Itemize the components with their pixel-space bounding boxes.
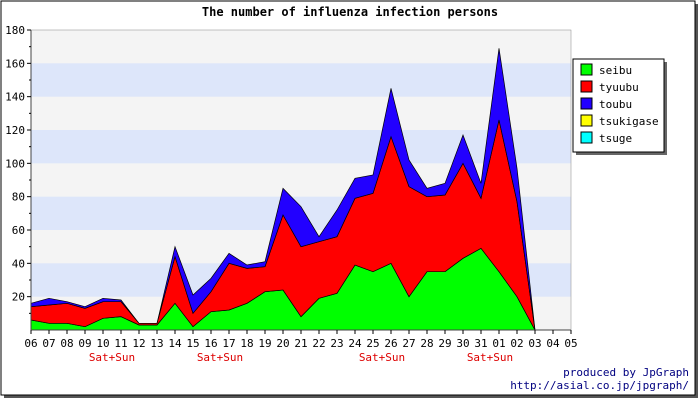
legend-swatch-tsuge xyxy=(580,131,593,144)
x-tick-label: 01 xyxy=(492,337,505,350)
x-tick-label: 17 xyxy=(222,337,235,350)
x-tick-label: 12 xyxy=(132,337,145,350)
legend-label-seibu: seibu xyxy=(599,64,632,77)
chart-title: The number of influenza infection person… xyxy=(202,5,498,19)
x-tick-label: 03 xyxy=(528,337,541,350)
legend-label-toubu: toubu xyxy=(599,98,632,111)
x-tick-label: 19 xyxy=(258,337,271,350)
weekend-label: Sat+Sun xyxy=(89,351,135,364)
x-tick-label: 07 xyxy=(42,337,55,350)
x-tick-label: 26 xyxy=(384,337,397,350)
x-tick-label: 18 xyxy=(240,337,253,350)
x-tick-label: 11 xyxy=(114,337,127,350)
x-tick-label: 20 xyxy=(276,337,289,350)
legend-label-tyuubu: tyuubu xyxy=(599,81,639,94)
legend-label-tsukigase: tsukigase xyxy=(599,115,659,128)
y-tick-label: 180 xyxy=(5,24,25,37)
y-tick-label: 40 xyxy=(12,257,25,270)
legend-swatch-tyuubu xyxy=(580,80,593,93)
x-tick-label: 24 xyxy=(348,337,362,350)
x-tick-label: 04 xyxy=(546,337,560,350)
x-tick-label: 29 xyxy=(438,337,451,350)
y-tick-label: 100 xyxy=(5,157,25,170)
x-tick-label: 31 xyxy=(474,337,487,350)
y-tick-label: 80 xyxy=(12,191,25,204)
x-tick-label: 09 xyxy=(78,337,91,350)
legend: seibu tyuubu toubu tsukigase tsuge xyxy=(572,58,667,155)
x-tick-label: 23 xyxy=(330,337,343,350)
weekend-label: Sat+Sun xyxy=(197,351,243,364)
legend-swatch-seibu xyxy=(580,63,593,76)
x-tick-label: 30 xyxy=(456,337,469,350)
grid-band xyxy=(31,130,571,164)
legend-swatch-tsukigase xyxy=(580,114,593,127)
legend-label-tsuge: tsuge xyxy=(599,132,632,145)
grid-band xyxy=(31,63,571,97)
y-tick-label: 140 xyxy=(5,91,25,104)
x-tick-label: 21 xyxy=(294,337,307,350)
x-tick-label: 25 xyxy=(366,337,379,350)
weekend-label: Sat+Sun xyxy=(467,351,513,364)
footer-credit: produced by JpGraph xyxy=(563,366,689,379)
y-tick-label: 120 xyxy=(5,124,25,137)
weekend-markers: Sat+Sun Sat+Sun Sat+Sun Sat+Sun xyxy=(89,351,513,364)
x-tick-label: 05 xyxy=(564,337,577,350)
x-tick-label: 28 xyxy=(420,337,433,350)
x-tick-label: 14 xyxy=(168,337,182,350)
y-tick-label: 160 xyxy=(5,57,25,70)
x-tick-label: 15 xyxy=(186,337,199,350)
x-tick-label: 13 xyxy=(150,337,163,350)
x-tick-label: 22 xyxy=(312,337,325,350)
y-tick-label: 60 xyxy=(12,224,25,237)
x-tick-label: 06 xyxy=(24,337,37,350)
x-tick-label: 08 xyxy=(60,337,73,350)
x-tick-label: 10 xyxy=(96,337,109,350)
y-tick-label: 20 xyxy=(12,291,25,304)
x-axis-ticks: 06 07 08 09 10 11 12 13 14 15 16 17 18 19 20 21 22 23 24 25… xyxy=(24,330,578,350)
footer-url[interactable]: http://asial.co.jp/jpgraph/ xyxy=(510,379,689,392)
x-tick-label: 02 xyxy=(510,337,523,350)
x-tick-label: 16 xyxy=(204,337,217,350)
weekend-label: Sat+Sun xyxy=(359,351,405,364)
x-tick-label: 27 xyxy=(402,337,415,350)
y-axis-ticks: 20 40 60 80 100 120 140 160 180 xyxy=(5,24,31,314)
legend-swatch-toubu xyxy=(580,97,593,110)
